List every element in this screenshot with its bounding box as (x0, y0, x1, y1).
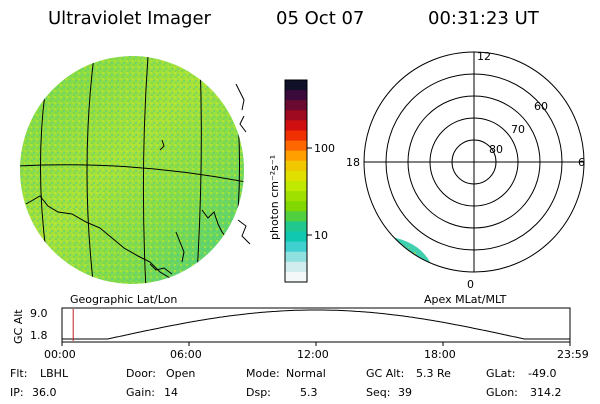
color-bar: 100 10 photon cm⁻²s⁻¹ (268, 79, 335, 283)
status-glon-value: 314.2 (530, 386, 562, 399)
color-bar-segment (285, 261, 307, 273)
status-glat-value: -49.0 (528, 367, 556, 380)
geographic-image (20, 56, 251, 284)
mlt-label-6: 6 (578, 156, 585, 169)
status-gcalt-label: GC Alt: (366, 367, 404, 380)
color-bar-segment (285, 241, 307, 253)
mlat-label-80: 80 (489, 143, 503, 156)
mlat-label-60: 60 (534, 100, 548, 113)
status-seq-value: 39 (398, 386, 412, 399)
color-bar-segment (285, 150, 307, 162)
time-tick-1200: 12:00 (297, 348, 329, 361)
time-tick-2359: 23:59 (557, 348, 589, 361)
color-bar-unit: photon cm⁻²s⁻¹ (268, 155, 281, 240)
polar-auroral-patch (368, 237, 431, 272)
status-gain-label: Gain: (126, 386, 155, 399)
status-ip-label: IP: (10, 386, 24, 399)
right-panel-caption: Apex MLat/MLT (424, 293, 507, 306)
mlat-label-70: 70 (511, 123, 525, 136)
mlt-label-18: 18 (346, 156, 360, 169)
color-bar-frame (284, 79, 308, 283)
status-dsp-label: Dsp: (246, 386, 271, 399)
status-mode-label: Mode: (246, 367, 280, 380)
date-label: 05 Oct 07 (276, 8, 364, 29)
status-dsp-value: 5.3 (300, 386, 318, 399)
polar-plot: 12 18 6 0 60 70 80 (346, 50, 585, 291)
color-bar-segment (285, 191, 307, 202)
altitude-frame (61, 307, 571, 343)
time-tick-0600: 06:00 (170, 348, 202, 361)
color-bar-segment (285, 231, 307, 243)
altitude-tick-low: 1.8 (30, 329, 48, 342)
color-bar-tick-100: 100 (314, 142, 335, 155)
status-gcalt-value: 5.3 Re (416, 367, 451, 380)
color-bar-gradient (285, 80, 307, 283)
status-door-value: Open (166, 367, 195, 380)
color-bar-segment (285, 271, 307, 283)
status-ip-value: 36.0 (32, 386, 57, 399)
color-bar-tick-10: 10 (314, 229, 328, 242)
color-bar-segment (285, 170, 307, 182)
color-bar-segment (285, 80, 307, 91)
status-glat-label: GLat: (486, 367, 515, 380)
status-flt-value: LBHL (40, 367, 69, 380)
altitude-axis-label: GC Alt (12, 309, 25, 344)
color-bar-segment (285, 251, 307, 263)
status-mode-value: Normal (286, 367, 326, 380)
color-bar-segment (285, 160, 307, 172)
status-door-label: Door: (126, 367, 156, 380)
time-label: 00:31:23 UT (428, 8, 540, 29)
status-gain-value: 14 (164, 386, 178, 399)
color-bar-segment (285, 130, 307, 142)
color-bar-segment (285, 120, 307, 132)
mlt-label-12: 12 (477, 50, 491, 63)
altitude-plot: GC Alt 9.0 1.8 00:00 06:00 12:00 18:00 2… (12, 307, 589, 361)
altitude-curve (62, 309, 570, 340)
color-bar-segment (285, 110, 307, 121)
left-panel-caption: Geographic Lat/Lon (70, 293, 177, 306)
color-bar-segment (285, 90, 307, 101)
status-glon-label: GLon: (486, 386, 518, 399)
time-tick-1800: 18:00 (424, 348, 456, 361)
time-tick-0000: 00:00 (44, 348, 76, 361)
color-bar-segment (285, 100, 307, 111)
instrument-title: Ultraviolet Imager (48, 8, 212, 29)
status-panel: Flt: LBHL Door: Open Mode: Normal GC Alt… (10, 367, 562, 399)
color-bar-segment (285, 211, 307, 222)
altitude-tick-high: 9.0 (30, 307, 48, 320)
mlt-label-0: 0 (467, 278, 474, 291)
color-bar-segment (285, 140, 307, 152)
status-flt-label: Flt: (10, 367, 27, 380)
color-bar-segment (285, 221, 307, 233)
status-seq-label: Seq: (366, 386, 390, 399)
color-bar-segment (285, 181, 307, 192)
color-bar-segment (285, 201, 307, 212)
